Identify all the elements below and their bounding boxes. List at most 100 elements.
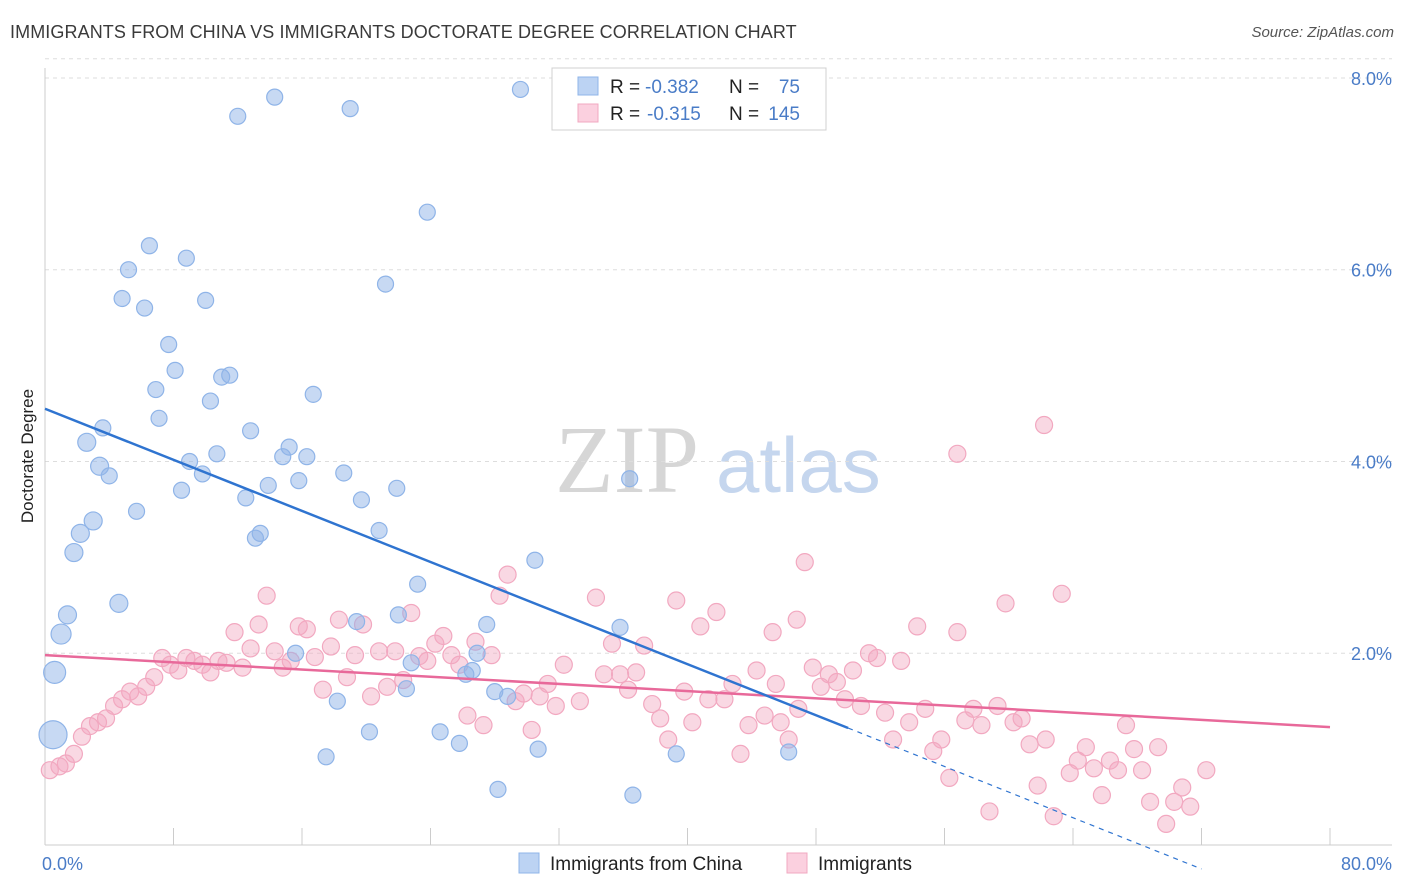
data-point-china — [468, 644, 486, 662]
data-point-immigrants — [257, 586, 276, 605]
data-point-china — [64, 542, 84, 563]
data-point-immigrants — [498, 565, 517, 584]
stats-swatch-china — [577, 76, 599, 96]
data-point-china — [266, 88, 284, 106]
data-point-immigrants — [883, 730, 903, 749]
legend-label-china: Immigrants from China — [550, 854, 743, 875]
data-point-immigrants — [643, 694, 662, 714]
data-point-china — [160, 335, 178, 354]
data-point-china — [450, 734, 469, 752]
data-point-china — [208, 445, 226, 463]
data-point-immigrants — [321, 637, 341, 656]
data-point-immigrants — [1124, 740, 1144, 759]
data-point-china — [290, 472, 308, 490]
data-point-china — [418, 203, 436, 221]
data-point-china — [478, 615, 496, 634]
data-point-immigrants — [1076, 738, 1095, 757]
data-point-immigrants — [980, 802, 999, 821]
gridlines — [45, 58, 1392, 654]
data-point-china — [150, 409, 168, 427]
data-point-immigrants — [418, 651, 437, 671]
stats-legend: R = -0.382 N = 75 R = -0.315 N = 145 — [551, 67, 827, 131]
data-point-china — [237, 489, 255, 507]
data-point-china — [298, 448, 316, 466]
data-point-china — [624, 786, 642, 804]
data-point-immigrants — [667, 591, 686, 610]
data-point-immigrants — [940, 768, 959, 787]
y-tick-label: 2.0% — [1351, 644, 1392, 664]
data-point-immigrants — [787, 610, 806, 629]
stats-swatch-immigrants — [577, 103, 599, 123]
data-point-china — [197, 291, 215, 309]
trend-line-china — [44, 407, 849, 730]
data-point-immigrants — [514, 684, 533, 703]
data-point-immigrants — [932, 730, 951, 749]
y-tick-label: 4.0% — [1351, 452, 1392, 472]
data-point-china — [280, 438, 298, 456]
data-point-immigrants — [345, 646, 365, 665]
data-point-immigrants — [554, 655, 573, 674]
data-point-immigrants — [1197, 761, 1216, 780]
x-tick-label-min: 0.0% — [42, 854, 83, 874]
data-point-immigrants — [249, 615, 268, 634]
data-point-china — [221, 366, 239, 384]
data-point-china — [201, 392, 220, 410]
data-point-china — [113, 289, 131, 308]
data-point-immigrants — [329, 610, 349, 629]
data-point-china — [317, 748, 335, 766]
data-point-china — [611, 618, 629, 636]
data-point-immigrants — [305, 647, 324, 667]
x-tick-label-max: 80.0% — [1341, 854, 1392, 874]
data-point-immigrants — [1173, 778, 1192, 797]
data-point-immigrants — [1012, 709, 1031, 728]
data-point-immigrants — [699, 690, 718, 709]
data-point-immigrants — [1044, 807, 1063, 826]
x-ticks — [44, 828, 1331, 845]
data-point-immigrants — [145, 668, 164, 687]
stats-n-label-immigrants: N = — [729, 104, 759, 125]
data-point-immigrants — [1084, 759, 1103, 778]
data-point-china — [166, 361, 184, 379]
data-point-immigrants — [570, 692, 589, 711]
data-point-china — [499, 687, 517, 705]
data-point-china — [251, 524, 269, 542]
watermark: ZIP atlas — [555, 406, 881, 513]
data-point-immigrants — [739, 716, 758, 735]
data-point-immigrants — [803, 658, 822, 677]
data-point-china — [57, 605, 78, 625]
watermark-atlas: atlas — [716, 421, 881, 509]
data-point-immigrants — [996, 594, 1015, 613]
stats-n-value-china: 75 — [779, 77, 800, 98]
stats-n-label-china: N = — [729, 77, 759, 98]
data-point-china — [529, 740, 547, 758]
data-point-china — [229, 107, 247, 125]
data-point-china — [526, 551, 544, 569]
axes — [44, 68, 1392, 846]
data-point-china — [397, 680, 416, 698]
data-point-immigrants — [313, 680, 332, 699]
data-point-immigrants — [1028, 776, 1047, 795]
data-point-immigrants — [1132, 761, 1152, 780]
data-point-china — [147, 380, 165, 399]
data-point-china — [388, 479, 406, 497]
data-point-china — [242, 422, 260, 440]
y-tick-labels: 2.0% 4.0% 6.0% 8.0% — [1351, 69, 1392, 664]
watermark-zip: ZIP — [555, 406, 699, 513]
data-point-china — [286, 644, 305, 662]
data-point-immigrants — [386, 642, 405, 661]
data-point-immigrants — [972, 716, 991, 735]
data-point-china — [50, 623, 72, 645]
chart-title: IMMIGRANTS FROM CHINA VS IMMIGRANTS DOCT… — [10, 22, 797, 42]
data-point-immigrants — [771, 713, 790, 732]
data-point-immigrants — [964, 699, 983, 718]
data-point-china — [667, 745, 685, 763]
data-point-immigrants — [626, 663, 646, 682]
data-point-immigrants — [1068, 751, 1087, 770]
data-point-china — [621, 470, 639, 488]
data-point-immigrants — [948, 444, 967, 463]
data-point-immigrants — [691, 617, 710, 636]
data-point-china — [360, 723, 379, 741]
data-point-china — [409, 575, 427, 593]
data-point-china — [77, 432, 97, 452]
